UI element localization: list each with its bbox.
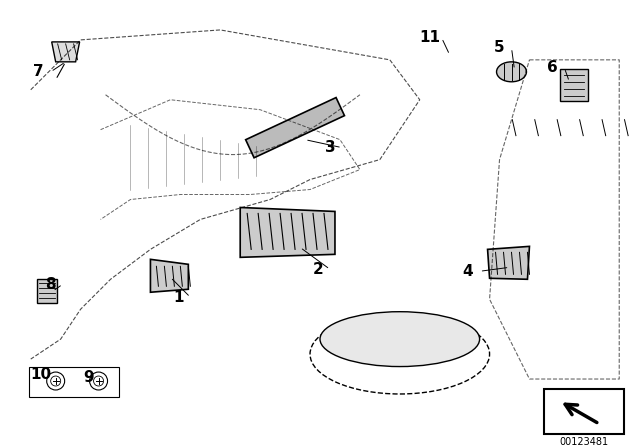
Polygon shape xyxy=(488,246,529,279)
Polygon shape xyxy=(240,207,335,257)
Text: 6: 6 xyxy=(547,60,558,75)
Polygon shape xyxy=(561,69,588,101)
Ellipse shape xyxy=(320,312,479,366)
Text: 00123481: 00123481 xyxy=(560,437,609,447)
Text: 9: 9 xyxy=(83,370,94,384)
Text: 11: 11 xyxy=(419,30,440,45)
Text: 4: 4 xyxy=(462,264,473,279)
Text: 7: 7 xyxy=(33,65,44,79)
Polygon shape xyxy=(246,98,344,158)
Bar xyxy=(545,389,624,434)
Text: 1: 1 xyxy=(173,290,184,305)
Ellipse shape xyxy=(497,62,527,82)
Polygon shape xyxy=(150,259,188,292)
Text: 2: 2 xyxy=(312,262,323,277)
Polygon shape xyxy=(52,42,79,62)
Text: 3: 3 xyxy=(324,140,335,155)
Bar xyxy=(29,367,118,397)
Text: 8: 8 xyxy=(45,277,56,292)
Text: 10: 10 xyxy=(30,366,51,382)
Text: 5: 5 xyxy=(494,40,505,56)
Polygon shape xyxy=(36,279,57,303)
